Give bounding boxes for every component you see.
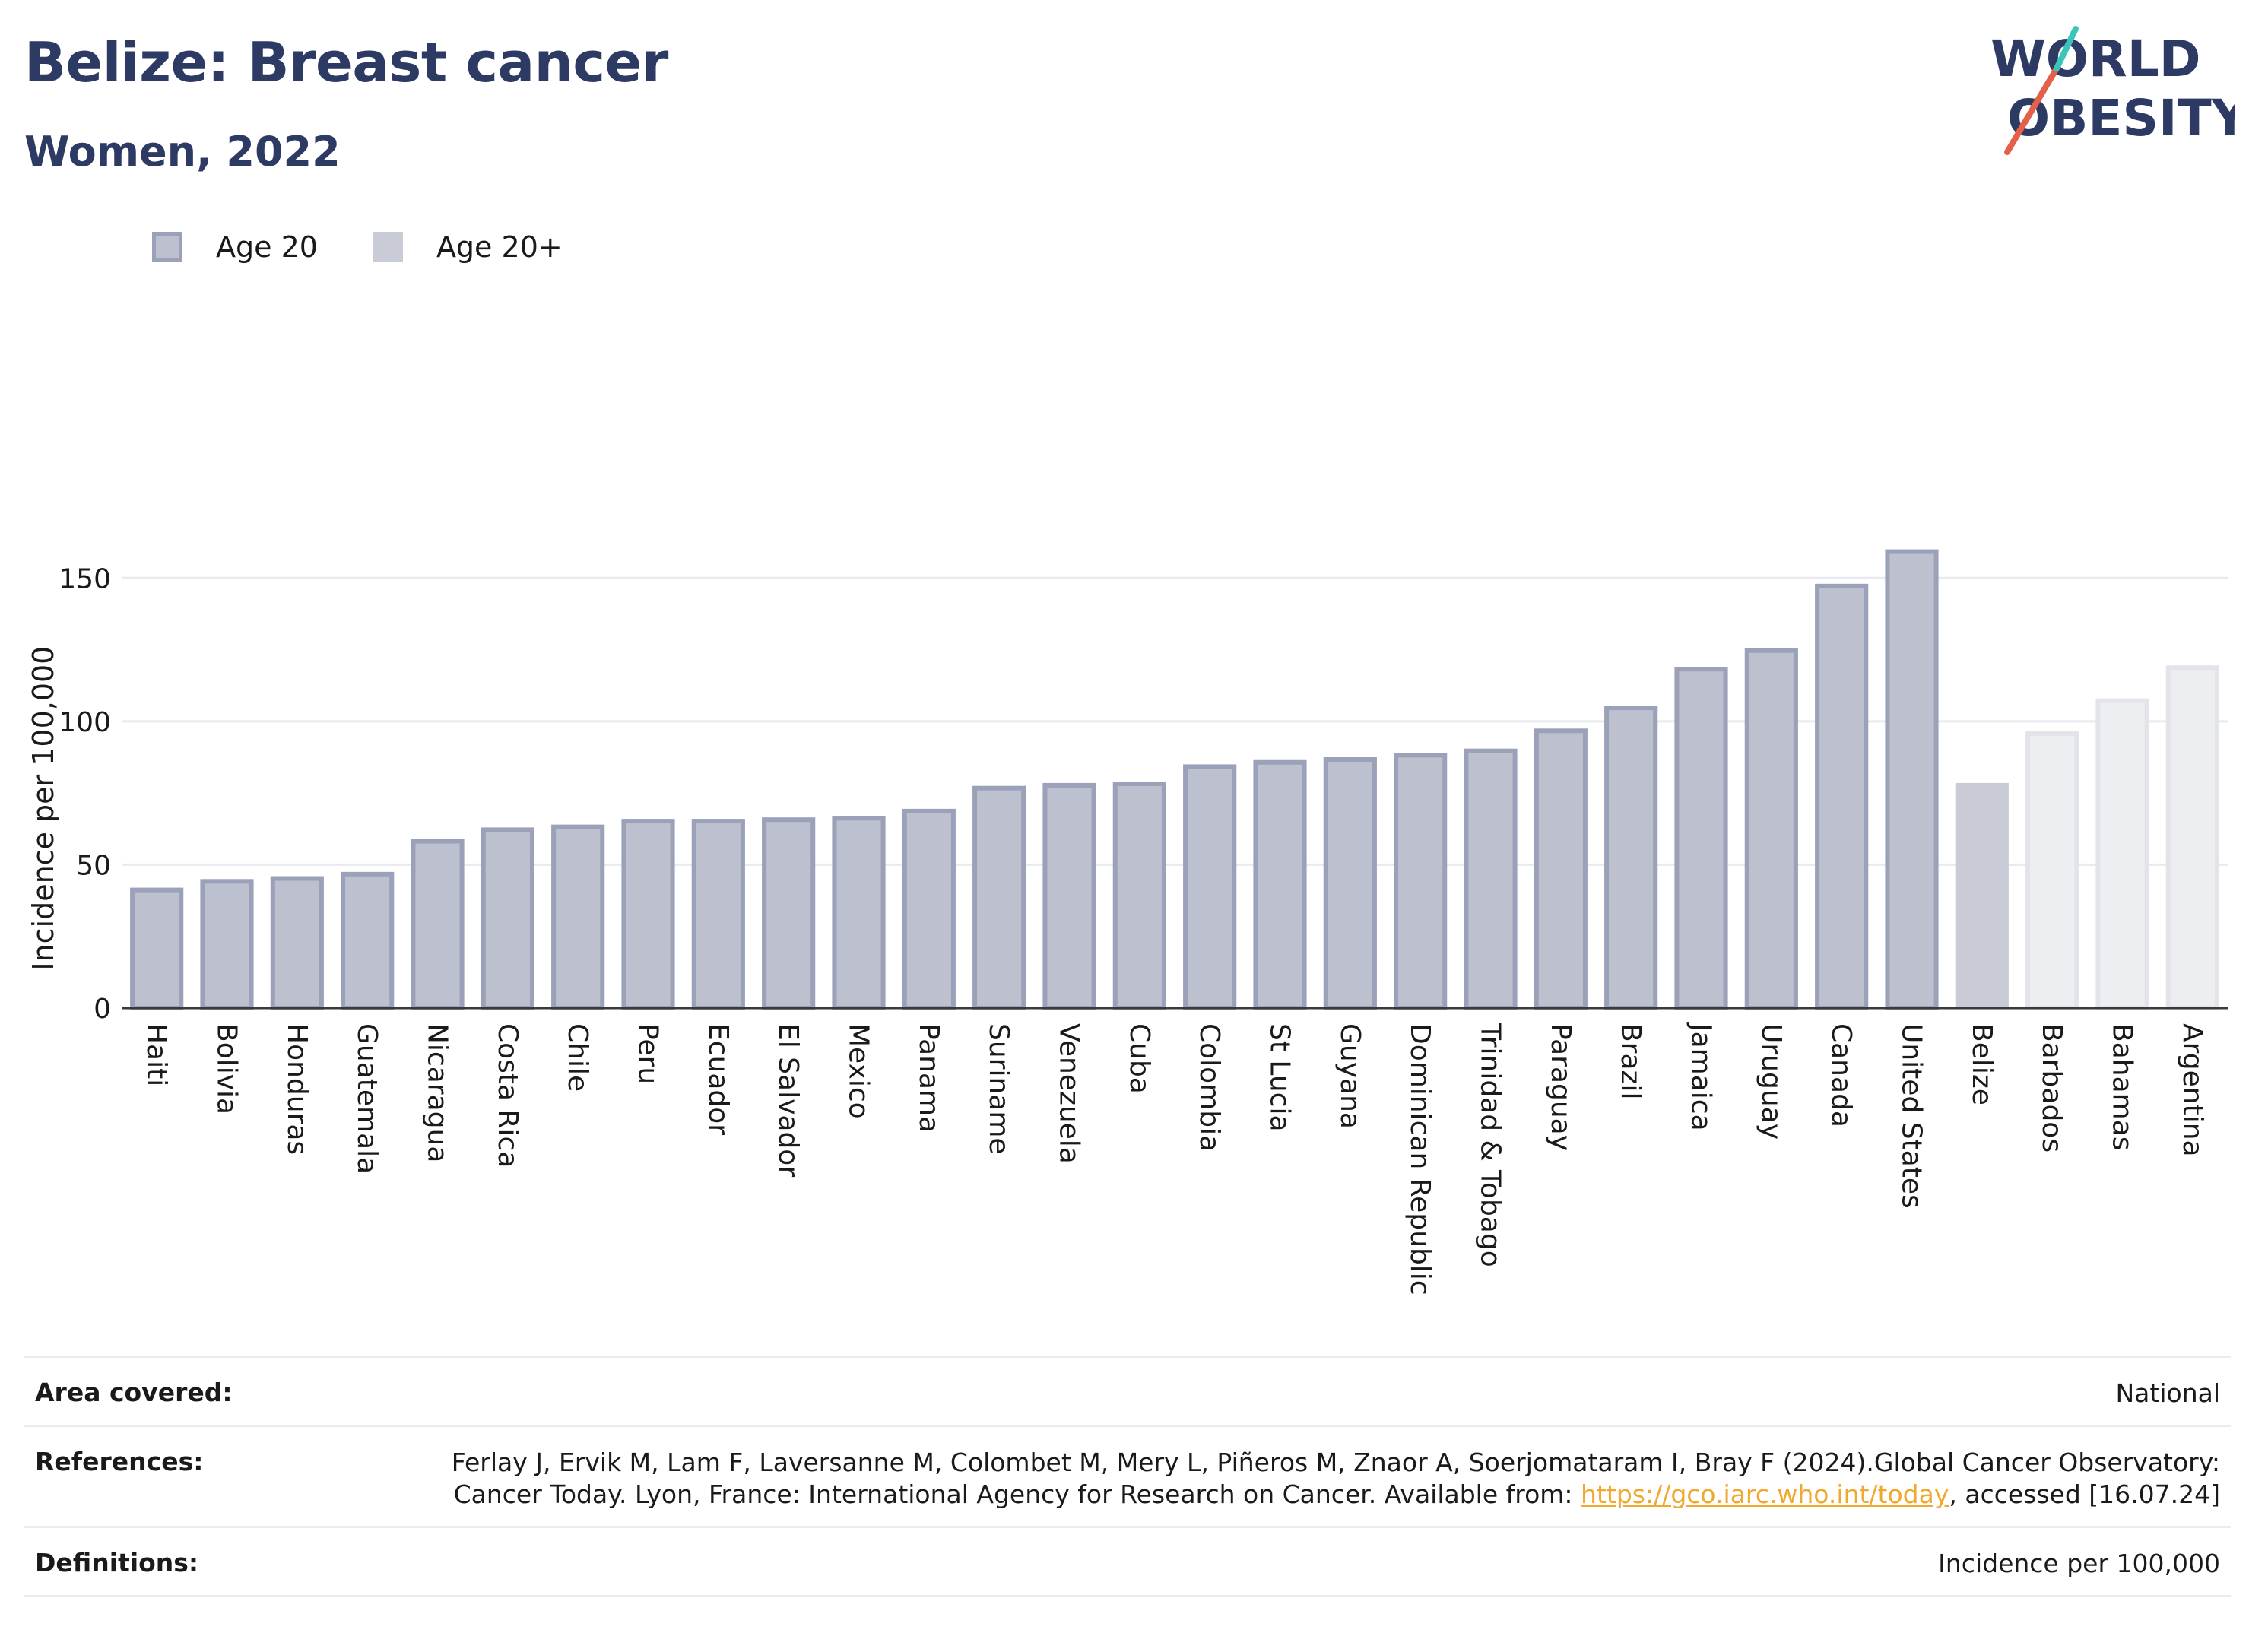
bar-costa-rica[interactable] [481, 827, 534, 1011]
footer-row-references: References: Ferlay J, Ervik M, Lam F, La… [24, 1425, 2231, 1526]
logo-line1: WORLD [1990, 30, 2201, 88]
bar-peru[interactable] [621, 819, 675, 1010]
area-value: National [2115, 1378, 2220, 1408]
x-tick-label-paraguay: Paraguay [1545, 1023, 1576, 1151]
references-label: References: [35, 1447, 204, 1476]
bar-suriname[interactable] [972, 785, 1026, 1010]
axes: 0 50 100 150 Haiti Bolivia Honduras Guatemala Ni… [59, 563, 2228, 1295]
x-tick-label-mexico: Mexico [843, 1023, 874, 1119]
legend-swatch-age-20-plus [372, 232, 403, 262]
x-tick-label-haiti: Haiti [141, 1023, 172, 1086]
bar-panama[interactable] [902, 808, 956, 1011]
x-tick-label-trinidad-tobago: Trinidad & Tobago [1475, 1023, 1506, 1267]
bar-el-salvador[interactable] [762, 817, 816, 1011]
bar-canada[interactable] [1815, 583, 1869, 1011]
bars [130, 549, 2219, 1011]
y-tick-label: 50 [76, 850, 111, 881]
bar-argentina[interactable] [2165, 665, 2219, 1010]
x-tick-label-honduras: Honduras [281, 1023, 312, 1155]
x-tick-label-ecuador: Ecuador [703, 1023, 734, 1135]
x-tick-label-belize: Belize [1966, 1023, 1997, 1105]
x-tick-label-el-salvador: El Salvador [772, 1023, 804, 1177]
bar-haiti[interactable] [130, 887, 184, 1010]
logo-slash-red [2004, 65, 2060, 155]
y-axis-label: Incidence per 100,000 [27, 646, 60, 971]
x-tick-label-dominican-republic: Dominican Republic [1404, 1023, 1435, 1295]
references-suffix: , accessed [16.07.24] [1949, 1479, 2220, 1509]
x-tick-label-bahamas: Bahamas [2107, 1023, 2138, 1151]
y-tick-label: 100 [59, 707, 111, 738]
x-tick-label-brazil: Brazil [1615, 1023, 1646, 1099]
references-link[interactable]: https://gco.iarc.who.int/today [1581, 1479, 1949, 1509]
footer-row-definitions: Definitions: Incidence per 100,000 [24, 1526, 2231, 1597]
gridlines [122, 576, 2228, 866]
x-tick-label-venezuela: Venezuela [1054, 1023, 1085, 1164]
bar-cuba[interactable] [1112, 782, 1166, 1010]
bar-chart: 0 50 100 150 Haiti Bolivia Honduras Guatemala Ni… [27, 549, 2228, 1295]
logo-line2: OBESITY [2007, 89, 2235, 147]
legend-label-age-20-plus: Age 20+ [436, 230, 563, 264]
bar-colombia[interactable] [1183, 764, 1237, 1011]
logo-slash-teal [2054, 26, 2079, 71]
bar-guyana[interactable] [1323, 757, 1377, 1010]
definitions-label: Definitions: [35, 1548, 199, 1577]
bar-jamaica[interactable] [1674, 667, 1728, 1010]
x-tick-label-nicaragua: Nicaragua [422, 1023, 453, 1162]
bar-belize[interactable] [1955, 782, 2009, 1008]
x-tick-label-cuba: Cuba [1124, 1023, 1155, 1094]
bar-venezuela[interactable] [1042, 782, 1096, 1010]
chart-title: Belize: Breast cancer [24, 30, 668, 94]
bar-chile[interactable] [551, 824, 605, 1011]
x-tick-label-peru: Peru [633, 1023, 664, 1084]
x-tick-label-colombia: Colombia [1194, 1023, 1225, 1152]
y-tick-label: 0 [94, 994, 111, 1025]
legend-swatch-age-20 [152, 232, 182, 262]
bar-nicaragua[interactable] [411, 839, 465, 1010]
bar-guatemala[interactable] [341, 871, 395, 1010]
definitions-value: Incidence per 100,000 [1938, 1549, 2220, 1578]
bar-dominican-republic[interactable] [1394, 753, 1448, 1010]
bar-ecuador[interactable] [691, 819, 745, 1010]
chart-footer: Area covered: National References: Ferla… [24, 1356, 2231, 1597]
bar-bolivia[interactable] [200, 879, 254, 1010]
bar-honduras[interactable] [270, 876, 324, 1010]
bar-united-states[interactable] [1885, 549, 1939, 1011]
bar-st-lucia[interactable] [1253, 759, 1307, 1010]
world-obesity-logo: WORLD OBESITY [1990, 26, 2235, 155]
bar-barbados[interactable] [2025, 731, 2079, 1010]
x-tick-label-barbados: Barbados [2036, 1023, 2067, 1153]
bar-mexico[interactable] [832, 816, 886, 1010]
legend-item-age-20[interactable]: Age 20 [152, 230, 318, 264]
y-tick-label: 150 [59, 563, 111, 595]
x-tick-label-guyana: Guyana [1334, 1023, 1366, 1129]
x-tick-label-panama: Panama [913, 1023, 944, 1133]
x-tick-label-united-states: United States [1896, 1023, 1927, 1209]
chart-subtitle: Women, 2022 [24, 128, 341, 176]
area-label: Area covered: [35, 1378, 233, 1407]
legend-label-age-20: Age 20 [216, 230, 318, 264]
references-value: Ferlay J, Ervik M, Lam F, Laversanne M, … [395, 1447, 2220, 1511]
bar-uruguay[interactable] [1744, 648, 1798, 1010]
bar-bahamas[interactable] [2095, 698, 2149, 1011]
footer-row-area: Area covered: National [24, 1356, 2231, 1425]
bar-brazil[interactable] [1604, 706, 1658, 1010]
legend-item-age-20-plus[interactable]: Age 20+ [372, 230, 563, 264]
references-text: Ferlay J, Ervik M, Lam F, Laversanne M, … [451, 1447, 2220, 1509]
bar-paraguay[interactable] [1534, 728, 1588, 1010]
x-tick-label-chile: Chile [562, 1023, 593, 1092]
chart-legend: Age 20 Age 20+ [152, 227, 617, 268]
x-tick-label-st-lucia: St Lucia [1264, 1023, 1296, 1132]
x-tick-label-guatemala: Guatemala [351, 1023, 382, 1174]
x-tick-label-argentina: Argentina [2177, 1023, 2208, 1157]
x-tick-label-suriname: Suriname [983, 1023, 1014, 1155]
x-tick-label-canada: Canada [1826, 1023, 1857, 1127]
x-tick-label-costa-rica: Costa Rica [492, 1023, 523, 1168]
x-tick-label-jamaica: Jamaica [1686, 1022, 1717, 1131]
x-tick-label-bolivia: Bolivia [211, 1023, 243, 1115]
x-tick-label-uruguay: Uruguay [1756, 1023, 1787, 1140]
bar-trinidad-tobago[interactable] [1464, 748, 1518, 1011]
